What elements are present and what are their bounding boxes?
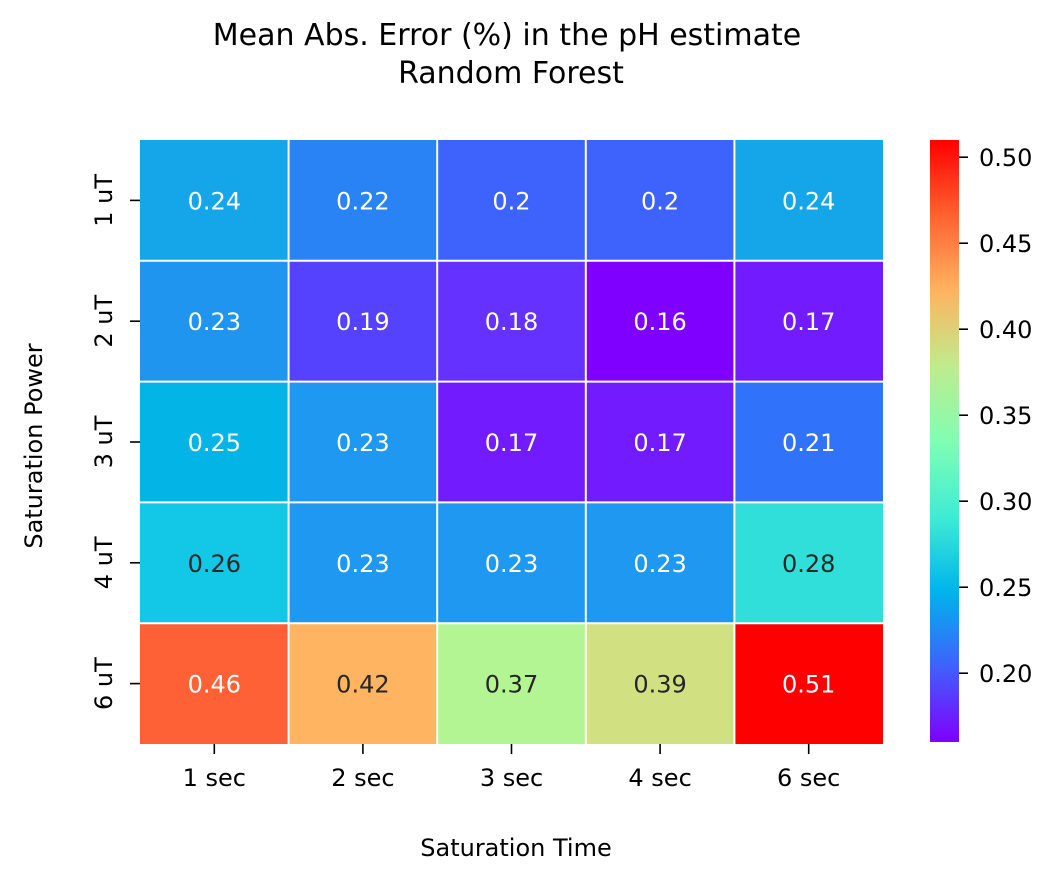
cell-value-label: 0.42 bbox=[336, 671, 389, 699]
cell-value-label: 0.23 bbox=[336, 429, 389, 457]
y-tick-label: 2 uT bbox=[90, 294, 118, 347]
heatmap-cell bbox=[437, 502, 586, 624]
cell-value-label: 0.16 bbox=[633, 308, 686, 336]
colorbar-tick-label: 0.50 bbox=[979, 144, 1032, 172]
heatmap-cell bbox=[288, 381, 438, 503]
cell-value-label: 0.2 bbox=[641, 187, 679, 215]
cell-value-label: 0.51 bbox=[782, 671, 835, 699]
heatmap-cell bbox=[140, 140, 289, 261]
heatmap-cells: 0.24 0.22 0.2 0.2 0.24 0.23 0.19 0.18 0.16 0.17 0.… bbox=[140, 140, 883, 744]
y-tick-label: 1 uT bbox=[90, 174, 118, 227]
cell-value-label: 0.18 bbox=[485, 308, 538, 336]
cell-value-label: 0.2 bbox=[492, 187, 530, 215]
cell-value-label: 0.25 bbox=[188, 429, 241, 457]
y-tick-label: 3 uT bbox=[90, 415, 118, 468]
y-tick-label: 4 uT bbox=[90, 536, 118, 589]
colorbar bbox=[930, 140, 959, 742]
cell-value-label: 0.17 bbox=[633, 429, 686, 457]
colorbar-tick-label: 0.20 bbox=[979, 660, 1032, 688]
cell-value-label: 0.17 bbox=[485, 429, 538, 457]
colorbar-tick-label: 0.25 bbox=[979, 574, 1032, 602]
heatmap-cell bbox=[585, 502, 735, 624]
chart-subtitle: Random Forest bbox=[398, 56, 624, 91]
x-axis-label: Saturation Time bbox=[420, 834, 611, 862]
heatmap-cell bbox=[437, 140, 586, 261]
heatmap-cell bbox=[734, 140, 883, 261]
heatmap-cell bbox=[734, 623, 883, 744]
chart-title: Mean Abs. Error (%) in the pH estimate bbox=[213, 18, 801, 53]
heatmap-cell bbox=[437, 381, 586, 503]
cell-value-label: 0.17 bbox=[782, 308, 835, 336]
x-tick-label: 4 sec bbox=[628, 764, 691, 792]
colorbar-tick-label: 0.40 bbox=[979, 316, 1032, 344]
x-tick-label: 2 sec bbox=[331, 764, 394, 792]
cell-value-label: 0.23 bbox=[188, 308, 241, 336]
heatmap-cell bbox=[437, 623, 586, 744]
heatmap-cell bbox=[288, 260, 438, 382]
colorbar-tick-label: 0.35 bbox=[979, 402, 1032, 430]
colorbar-tick-label: 0.30 bbox=[979, 488, 1032, 516]
heatmap-cell bbox=[140, 623, 289, 744]
heatmap-cell bbox=[734, 502, 883, 624]
heatmap-cell bbox=[585, 140, 735, 261]
cell-value-label: 0.24 bbox=[782, 187, 835, 215]
heatmap-cell bbox=[734, 381, 883, 503]
cell-value-label: 0.23 bbox=[336, 550, 389, 578]
cell-value-label: 0.23 bbox=[633, 550, 686, 578]
cell-value-label: 0.21 bbox=[782, 429, 835, 457]
cell-value-label: 0.28 bbox=[782, 550, 835, 578]
heatmap-cell bbox=[585, 381, 735, 503]
cell-value-label: 0.39 bbox=[633, 671, 686, 699]
cell-value-label: 0.26 bbox=[188, 550, 241, 578]
cell-value-label: 0.37 bbox=[485, 671, 538, 699]
heatmap-cell bbox=[437, 260, 586, 382]
colorbar-ticks: 0.20 0.25 0.30 0.35 0.40 0.45 0.50 bbox=[959, 144, 1032, 688]
cell-grid-lines bbox=[140, 140, 883, 744]
heatmap-cell bbox=[288, 623, 438, 744]
heatmap-cell bbox=[140, 260, 289, 382]
heatmap-cell bbox=[585, 260, 735, 382]
cell-value-label: 0.46 bbox=[188, 671, 241, 699]
cell-value-label: 0.22 bbox=[336, 187, 389, 215]
x-axis-ticks: 1 sec 2 sec 3 sec 4 sec 6 sec bbox=[183, 744, 840, 792]
cell-value-label: 0.23 bbox=[485, 550, 538, 578]
cell-value-label: 0.19 bbox=[336, 308, 389, 336]
colorbar-tick-label: 0.45 bbox=[979, 230, 1032, 258]
x-tick-label: 3 sec bbox=[480, 764, 543, 792]
heatmap-cell bbox=[140, 502, 289, 624]
heatmap-cell bbox=[140, 381, 289, 503]
y-axis-label: Saturation Power bbox=[20, 343, 48, 548]
heatmap-cell bbox=[734, 260, 883, 382]
heatmap-cell bbox=[288, 140, 438, 261]
cell-value-label: 0.24 bbox=[188, 187, 241, 215]
x-tick-label: 6 sec bbox=[777, 764, 840, 792]
y-axis-ticks: 1 uT 2 uT 3 uT 4 uT 6 uT bbox=[90, 174, 140, 710]
y-tick-label: 6 uT bbox=[90, 657, 118, 710]
heatmap-cell bbox=[288, 502, 438, 624]
x-tick-label: 1 sec bbox=[183, 764, 246, 792]
heatmap-cell bbox=[585, 623, 735, 744]
